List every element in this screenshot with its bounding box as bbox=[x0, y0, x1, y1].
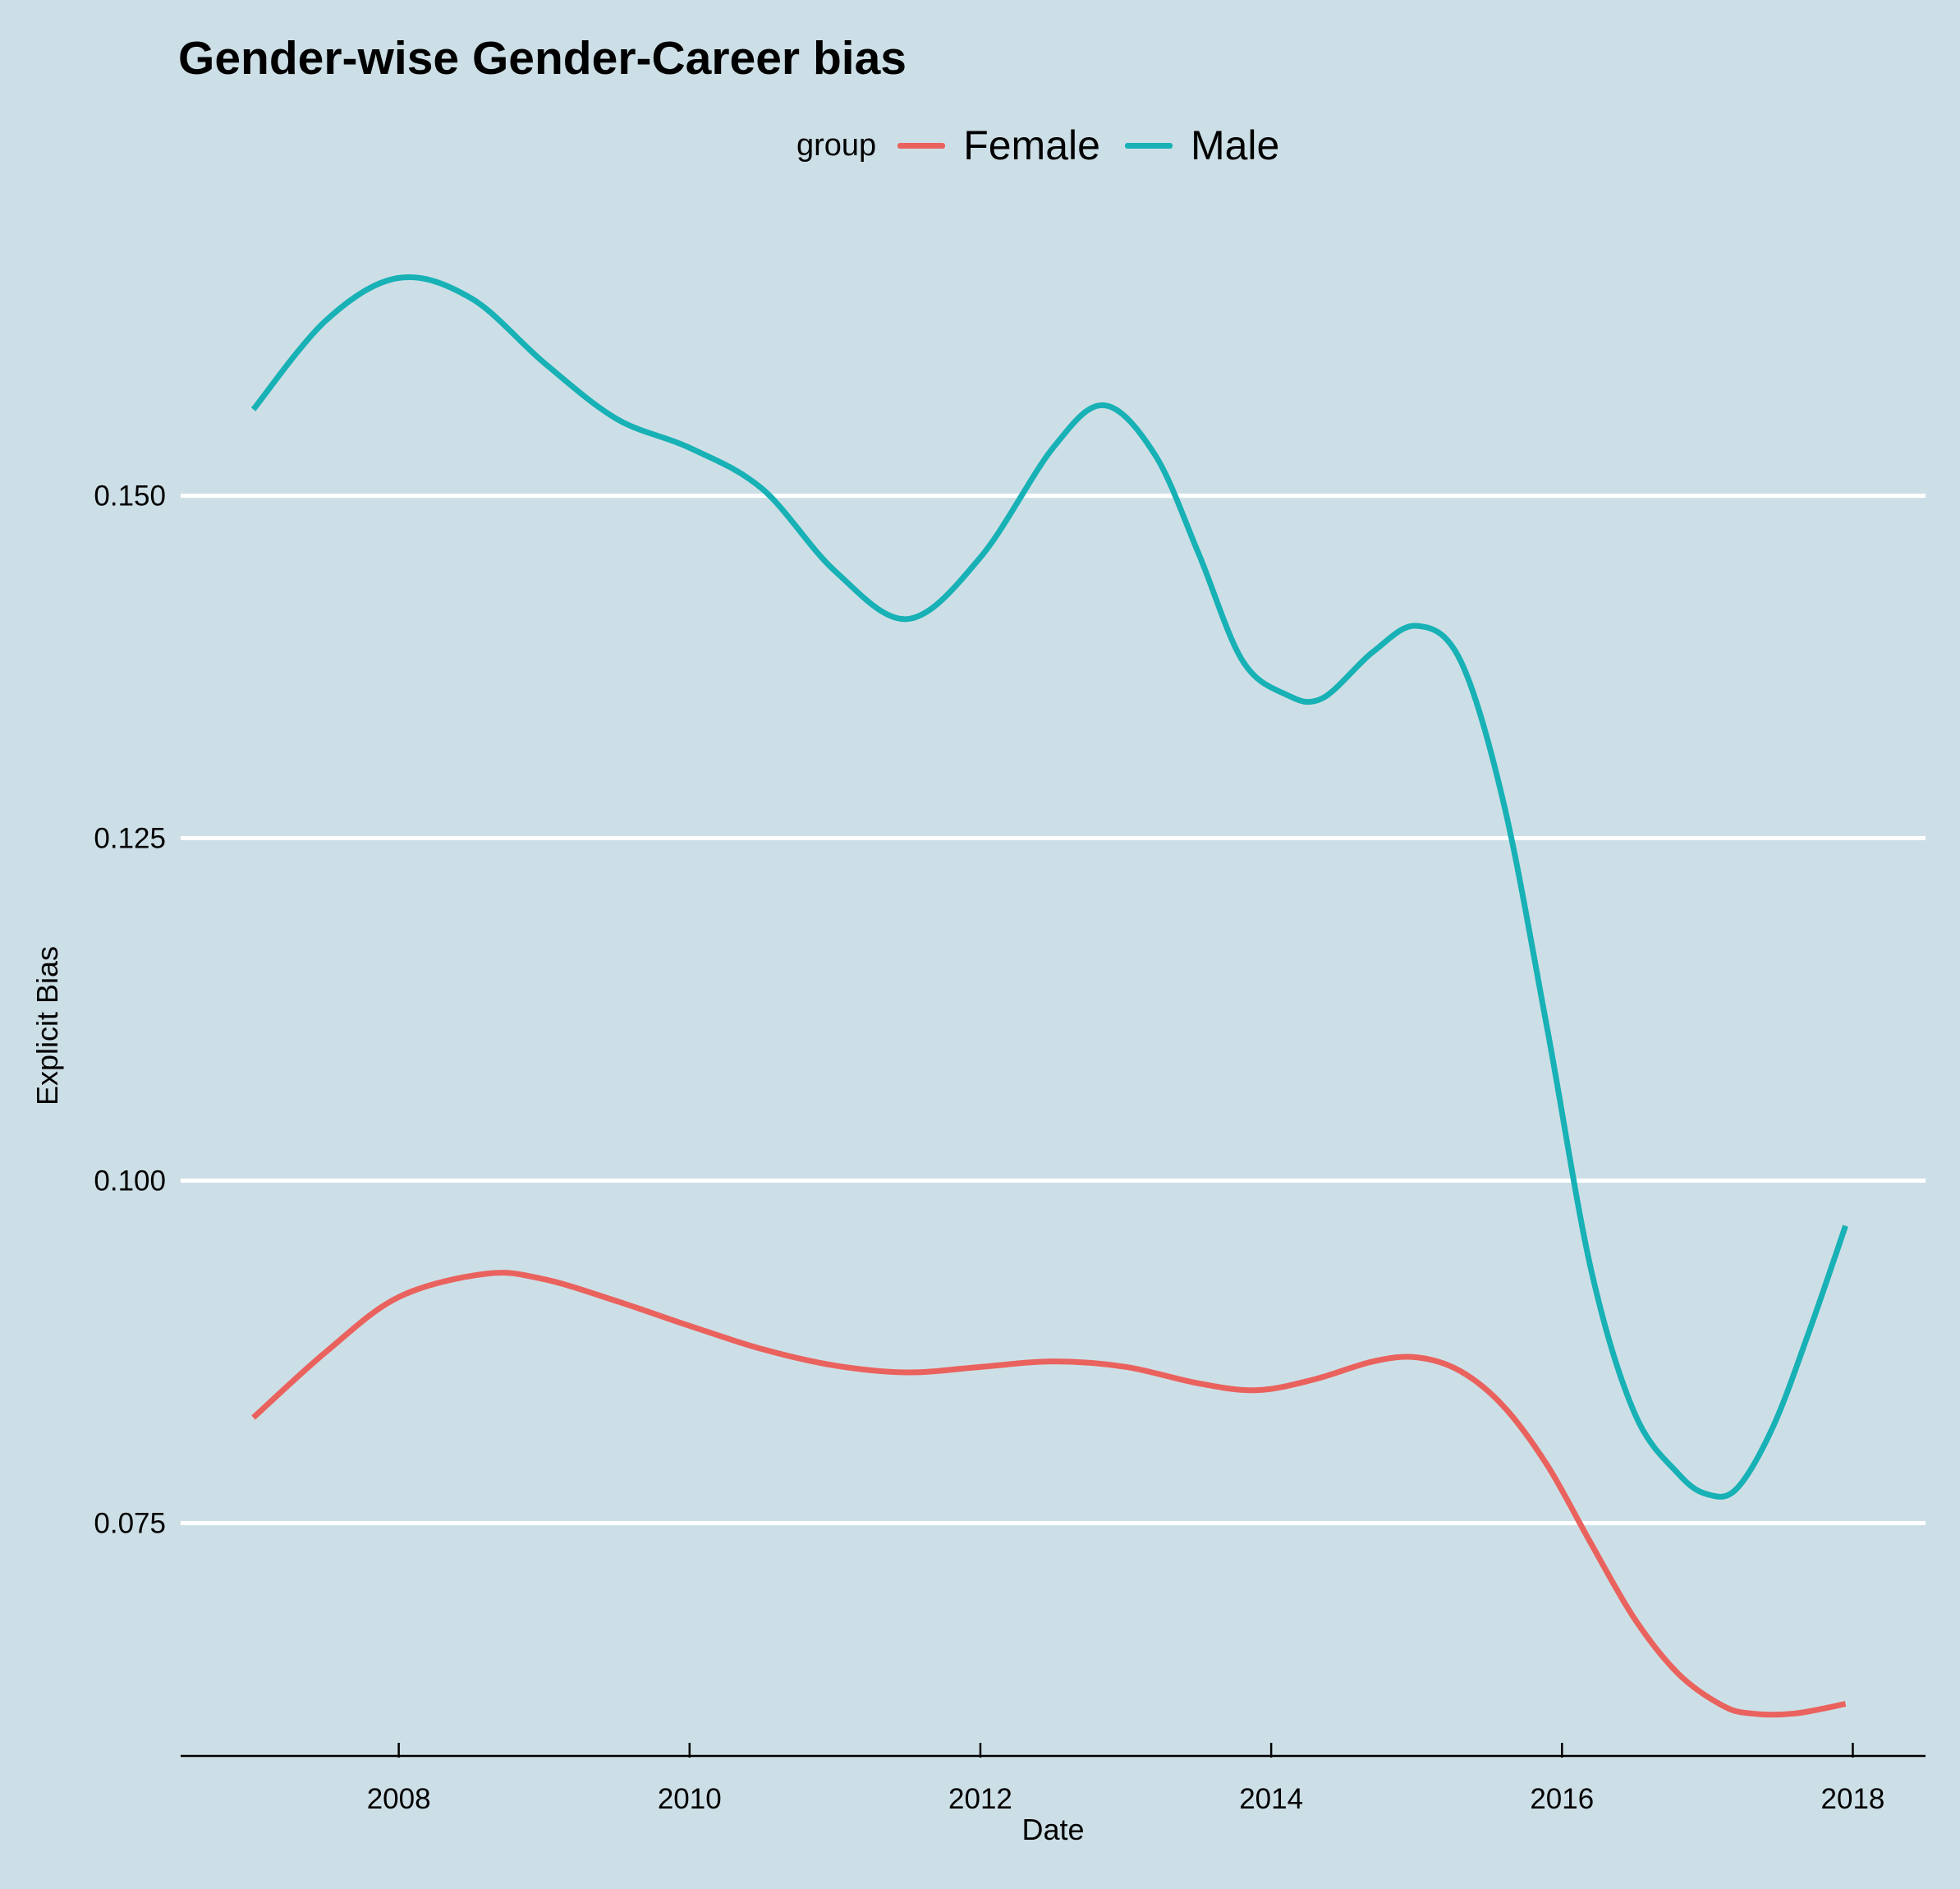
legend-label-female: Female bbox=[963, 122, 1100, 168]
legend: group Female Male bbox=[796, 122, 1304, 169]
y-tick-label: 0.150 bbox=[94, 480, 166, 512]
x-tick-label: 2018 bbox=[1821, 1783, 1885, 1815]
legend-swatch-male bbox=[1124, 142, 1173, 149]
x-axis-title: Date bbox=[1021, 1813, 1084, 1846]
legend-item-male: Male bbox=[1124, 122, 1280, 169]
x-tick-label: 2012 bbox=[948, 1783, 1012, 1815]
x-tick-label: 2016 bbox=[1530, 1783, 1594, 1815]
x-tick-label: 2010 bbox=[658, 1783, 722, 1815]
x-axis-ticks: 2008 2010 2012 2014 2016 2018 bbox=[367, 1743, 1885, 1815]
series-lines bbox=[250, 274, 1848, 1718]
x-tick-label: 2014 bbox=[1239, 1783, 1303, 1815]
series-line-female bbox=[251, 1270, 1847, 1718]
series-line-male bbox=[250, 274, 1848, 1500]
y-tick-label: 0.075 bbox=[94, 1507, 166, 1539]
gridlines bbox=[181, 494, 1926, 1525]
y-tick-label: 0.125 bbox=[94, 823, 166, 855]
legend-swatch-female bbox=[897, 142, 946, 149]
legend-item-female: Female bbox=[897, 122, 1100, 169]
chart-title: Gender-wise Gender-Career bias bbox=[178, 32, 907, 85]
y-tick-label: 0.100 bbox=[94, 1165, 166, 1197]
legend-title: group bbox=[796, 127, 877, 163]
y-axis-title: Explicit Bias bbox=[30, 946, 64, 1105]
x-tick-label: 2008 bbox=[367, 1783, 431, 1815]
legend-label-male: Male bbox=[1190, 122, 1280, 168]
y-axis-ticks: 0.075 0.100 0.125 0.150 bbox=[94, 480, 166, 1540]
